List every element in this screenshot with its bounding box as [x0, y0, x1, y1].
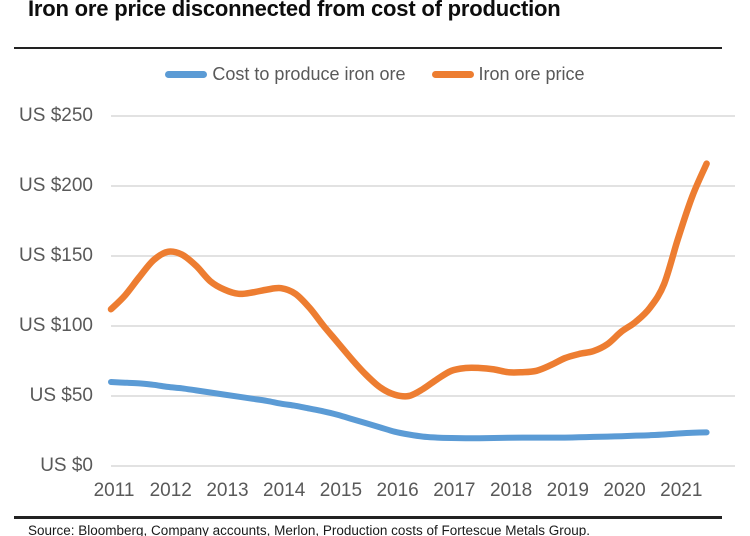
bottom-divider	[14, 516, 722, 519]
y-tick-label-250: US $250	[19, 105, 93, 126]
x-tick-label-2020: 2020	[603, 480, 646, 501]
chart-title: Iron ore price disconnected from cost of…	[28, 0, 561, 21]
legend-item-cost: Cost to produce iron ore	[165, 64, 406, 85]
x-tick-label-2016: 2016	[376, 480, 419, 501]
x-tick-label-2012: 2012	[149, 480, 192, 501]
x-tick-label-2014: 2014	[263, 480, 306, 501]
title-divider	[14, 47, 722, 49]
x-tick-label-2018: 2018	[489, 480, 533, 501]
legend-item-price: Iron ore price	[431, 64, 585, 85]
x-tick-label-2013: 2013	[206, 480, 249, 501]
y-tick-label-100: US $100	[19, 315, 93, 336]
source-note: Source: Bloomberg, Company accounts, Mer…	[28, 523, 591, 536]
price-line	[107, 160, 710, 400]
x-tick-label-2021: 2021	[660, 480, 703, 501]
legend-swatch-cost	[165, 71, 208, 78]
y-tick-label-50: US $50	[29, 385, 93, 406]
x-tick-label-2015: 2015	[319, 480, 363, 501]
cost-line	[108, 379, 710, 442]
legend-label-price: Iron ore price	[478, 64, 585, 84]
x-tick-label-2019: 2019	[546, 480, 589, 501]
legend-swatch-price	[431, 71, 474, 78]
y-tick-label-200: US $200	[19, 175, 93, 196]
x-tick-label-2017: 2017	[433, 480, 476, 501]
y-tick-label-0: US $0	[40, 455, 93, 476]
y-tick-label-150: US $150	[19, 245, 93, 266]
x-tick-label-2011: 2011	[93, 480, 135, 501]
chart-legend: Cost to produce iron ore Iron ore price	[0, 64, 750, 85]
legend-label-cost: Cost to produce iron ore	[212, 64, 406, 84]
